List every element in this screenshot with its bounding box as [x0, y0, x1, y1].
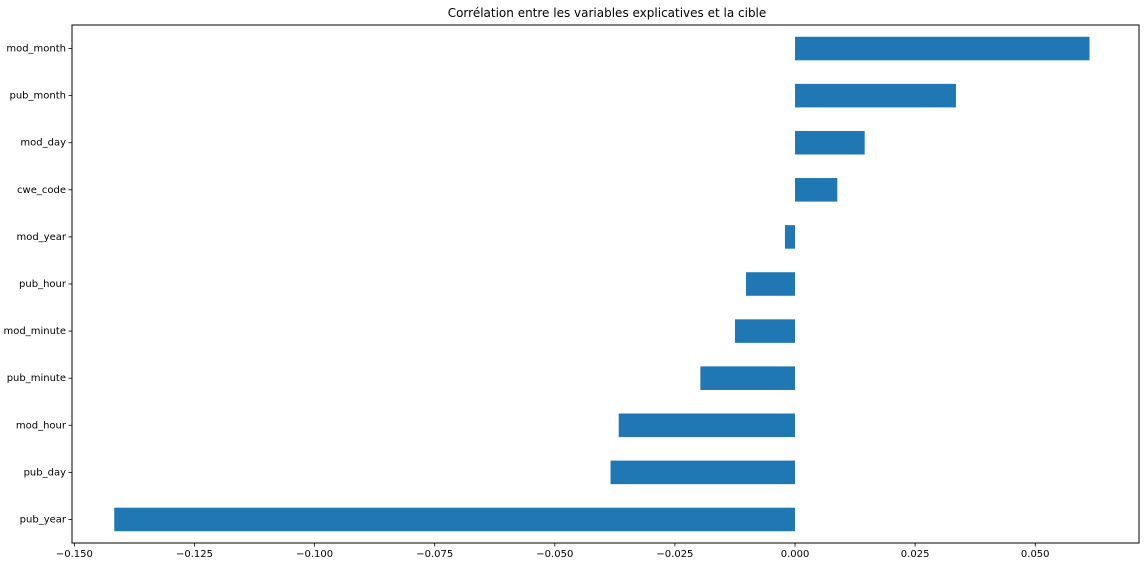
x-tick-label: 0.025 [901, 549, 930, 560]
x-tick-label: −0.150 [56, 549, 93, 560]
plot-frame [71, 24, 1140, 544]
y-tick-label: pub_year [20, 514, 67, 525]
x-tick-label: −0.100 [296, 549, 333, 560]
y-tick-label: mod_month [6, 44, 66, 55]
bar-mod-year [784, 225, 796, 249]
x-tick-label: 0.000 [781, 549, 810, 560]
bar-cwe-code [795, 178, 838, 202]
x-tick-label: −0.125 [176, 549, 213, 560]
bar-pub-year [114, 507, 796, 532]
x-axis-ticks: −0.150 −0.125 −0.100 −0.075 −0.050 −0.025 0.00… [56, 543, 1050, 560]
bar-pub-day [610, 460, 796, 485]
y-tick-label: mod_day [20, 138, 66, 149]
chart-title: Corrélation entre les variables explicat… [448, 6, 767, 20]
bar-pub-month [795, 83, 956, 108]
y-tick-label: cwe_code [17, 185, 66, 196]
x-tick-label: −0.050 [536, 549, 573, 560]
x-tick-label: −0.075 [416, 549, 453, 560]
x-tick-label: −0.025 [656, 549, 693, 560]
bar-mod-month [795, 36, 1090, 61]
bar-mod-day [795, 130, 865, 155]
y-axis-ticks: mod_month pub_month mod_day cwe_code mod_yea… [4, 44, 72, 525]
y-tick-label: pub_minute [7, 373, 66, 384]
y-tick-label: pub_day [24, 467, 67, 478]
bar-pub-hour [746, 272, 796, 296]
bar-pub-minute [700, 366, 796, 390]
bars-layer [114, 36, 1090, 532]
y-tick-label: mod_minute [4, 326, 66, 337]
y-tick-label: mod_year [16, 232, 66, 243]
x-tick-label: 0.050 [1021, 549, 1050, 560]
bar-mod-minute [734, 319, 796, 343]
y-tick-label: pub_hour [19, 279, 67, 290]
y-tick-label: mod_hour [16, 420, 67, 431]
y-tick-label: pub_month [10, 91, 67, 102]
bar-mod-hour [618, 413, 796, 438]
